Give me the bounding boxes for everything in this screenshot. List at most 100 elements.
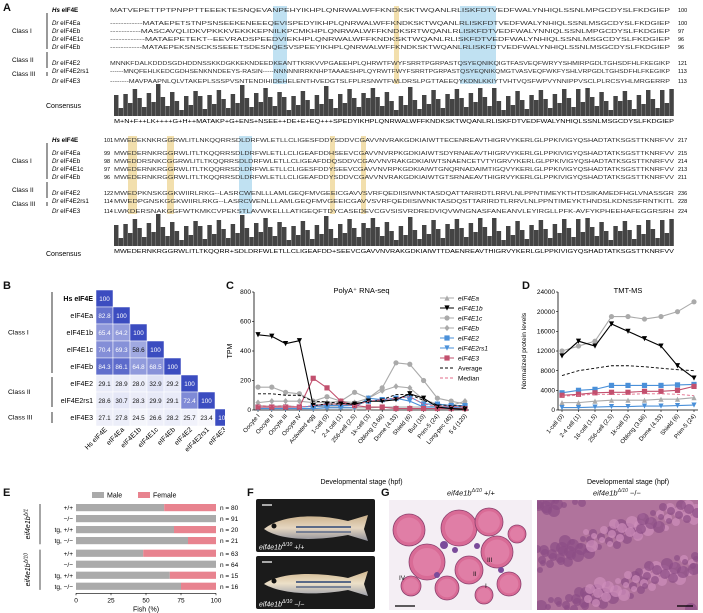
- testis-tubule: [542, 505, 552, 515]
- consensus-bar: [501, 240, 506, 246]
- consensus-bar: [132, 219, 138, 246]
- testis-tubule: [623, 582, 629, 588]
- oocyte-cytoplasm: [478, 511, 500, 533]
- x-tick-label: 25: [107, 597, 115, 604]
- consensus-bar: [188, 235, 194, 246]
- data-point: [352, 389, 358, 395]
- male-bar: [76, 504, 165, 512]
- sequence-name: Dr eIF4Eb: [52, 174, 81, 181]
- consensus-bar: [128, 103, 133, 116]
- consensus-bar: [641, 234, 646, 246]
- sequence-name: Dr eIF4E1c: [52, 36, 83, 43]
- consensus-bar: [338, 224, 343, 246]
- consensus-bar: [557, 103, 562, 116]
- legend-label: eIF4E2rs1: [458, 345, 488, 352]
- consensus-bar: [445, 94, 450, 116]
- data-point: [379, 404, 385, 410]
- consensus-bar: [636, 225, 642, 246]
- tmt-ms-line-chart: TMT-MS 0 4000 8000 12000 16000 20000 24000 Norma…: [521, 286, 698, 486]
- sequence-name: Dr eIF4E3: [52, 78, 81, 85]
- data-point: [625, 389, 631, 395]
- consensus-bar: [328, 99, 334, 116]
- data-point: [575, 404, 582, 411]
- consensus-bar: [450, 99, 455, 116]
- data-point: [255, 384, 261, 390]
- small-oocyte: [452, 547, 458, 553]
- heatmap-cell-value: 100: [133, 330, 144, 337]
- male-bar: [76, 515, 216, 523]
- heatmap-row-label: eIF4E3: [70, 415, 93, 422]
- genotype-label: tg, −/−: [55, 584, 74, 591]
- consensus-bar: [636, 95, 642, 116]
- consensus-bar: [319, 104, 324, 116]
- consensus-bar: [296, 235, 301, 246]
- consensus-bar: [235, 233, 240, 246]
- sequence-text: MWEDERNKRGGRWLITLTKQQRRSDLDRFWLETLLCLIGE…: [114, 151, 675, 157]
- residue-end-number: 97: [678, 29, 684, 35]
- testis-tubule: [635, 568, 643, 576]
- female-bar: [181, 582, 216, 590]
- consensus-bar: [230, 94, 236, 116]
- data-point: [658, 403, 664, 409]
- consensus-bar: [249, 107, 254, 116]
- testis-tubule: [600, 526, 608, 534]
- residue-start-number: 122: [104, 191, 113, 197]
- testis-tubule: [644, 561, 654, 571]
- heatmap-cell-value: 64.2: [115, 330, 128, 337]
- consensus-bar: [562, 219, 567, 246]
- heatmap-cell-value: 28.6: [98, 398, 111, 405]
- panel-label-g: G: [381, 487, 390, 499]
- data-point: [365, 404, 371, 410]
- conserved-column-highlight: [394, 6, 399, 84]
- consensus-bar: [123, 94, 128, 116]
- legend-label: Median: [458, 375, 480, 382]
- consensus-bar: [240, 215, 245, 246]
- consensus-bar: [394, 110, 399, 116]
- data-point: [462, 402, 468, 409]
- consensus-bar: [142, 107, 147, 116]
- sample-size-label: n = 80: [220, 505, 239, 512]
- consensus-bar: [347, 219, 352, 246]
- consensus-bar: [510, 105, 516, 116]
- sequence-text: ------------MATAEPETEKT--EEVRADSPEEDVIEK…: [110, 37, 671, 43]
- consensus-bar: [669, 89, 674, 116]
- data-point: [365, 395, 371, 401]
- consensus-bar: [389, 231, 394, 246]
- x-tick-label: 75: [177, 597, 185, 604]
- consensus-bar: [198, 226, 203, 246]
- testis-tubule: [651, 576, 659, 584]
- testis-tubule: [642, 583, 648, 589]
- consensus-bar: [473, 102, 478, 116]
- consensus-bar: [198, 96, 203, 116]
- heatmap-cell-value: 30.7: [115, 398, 128, 405]
- consensus-bar: [156, 84, 161, 116]
- data-point: [462, 398, 468, 405]
- panel-label-d: D: [522, 280, 530, 292]
- data-point: [434, 401, 440, 407]
- testis-tubule: [609, 519, 619, 529]
- series-line: [258, 377, 465, 410]
- residue-start-number: 101: [104, 138, 113, 144]
- data-point: [608, 389, 615, 395]
- female-bar: [169, 571, 216, 579]
- consensus-bar: [352, 228, 357, 246]
- data-point: [608, 321, 615, 327]
- testis-tubule: [548, 597, 554, 603]
- testis-tubule: [540, 560, 546, 566]
- testis-tubule: [672, 518, 680, 526]
- consensus-bar: [212, 104, 217, 116]
- testis-tubule: [564, 605, 570, 610]
- heatmap-cell-value: 86.1: [115, 364, 128, 371]
- testis-tubule: [693, 556, 698, 562]
- conserved-column-highlight: [330, 136, 335, 214]
- consensus-bar: [319, 234, 324, 246]
- genotype-label: −/−: [64, 562, 74, 569]
- consensus-bar: [510, 235, 516, 246]
- consensus-bar: [184, 96, 189, 116]
- fish-mutant-caption: eif4e1bΔ/10 −/−: [259, 598, 305, 608]
- genotype-label: +/+: [64, 505, 74, 512]
- fish-wildtype-caption: eif4e1bΔ/10 +/+: [259, 541, 305, 551]
- consensus-bar: [202, 109, 208, 116]
- sequence-name: Dr eIF4E1c: [52, 166, 83, 173]
